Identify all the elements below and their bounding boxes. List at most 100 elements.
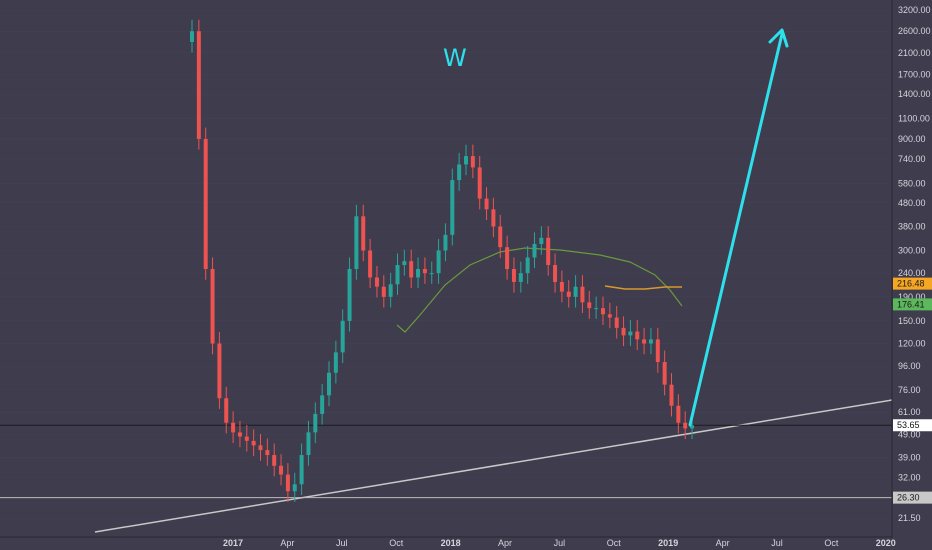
candle-body: [566, 291, 571, 297]
y-tick-label: 150.00: [898, 316, 926, 326]
candle-body: [210, 268, 215, 344]
projection-arrow-layer: [688, 28, 789, 427]
candle-body: [306, 432, 311, 456]
price-tag: [893, 298, 932, 311]
candle-body: [464, 156, 468, 165]
candle-body: [231, 422, 236, 433]
candle-body: [573, 286, 578, 297]
x-tick-label: Oct: [389, 538, 404, 548]
trendline: [94, 399, 893, 533]
candle-body: [648, 339, 653, 344]
candle-body: [272, 455, 277, 466]
candle-body: [285, 474, 290, 492]
y-tick-label: 120.00: [898, 339, 926, 349]
x-tick-label: Apr: [716, 538, 730, 548]
candle-body: [416, 268, 421, 278]
y-tick-label: 2600.00: [898, 26, 931, 36]
candle-body: [347, 268, 352, 321]
moving-average-green: [396, 247, 683, 333]
y-axis: 3200.00 2600.00 2100.00 1700.00 1400.00 1100.…: [891, 0, 931, 538]
projection-arrow: [688, 32, 784, 427]
y-tick-label: 900.00: [898, 134, 926, 144]
candle-body: [258, 445, 263, 451]
annotation-w: W: [443, 44, 467, 72]
price-tag-label: 53.65: [897, 420, 920, 430]
candle-body: [621, 327, 626, 336]
candle-body: [594, 308, 599, 310]
candle-body: [244, 436, 249, 441]
candle-body: [402, 261, 407, 266]
candle-body: [327, 372, 331, 396]
candle-body: [690, 425, 695, 429]
candle-body: [470, 156, 475, 168]
x-tick-label: Oct: [607, 538, 622, 548]
price-tag: [893, 491, 932, 504]
y-tick-label: 32.00: [898, 473, 921, 483]
candle-body: [669, 384, 674, 406]
horizontal-lines: [0, 424, 892, 499]
y-tick-label: 96.00: [898, 361, 921, 371]
candle-body: [635, 331, 640, 340]
candle-body: [203, 138, 208, 269]
candle-body: [237, 432, 242, 437]
candle-body: [361, 216, 366, 251]
price-tag-label: 176.41: [897, 299, 925, 309]
candle-body: [374, 277, 379, 287]
candle-body: [511, 268, 516, 282]
price-tag: [893, 419, 932, 432]
candle-body: [299, 455, 304, 485]
candle-body: [368, 250, 373, 278]
candle-body: [525, 257, 530, 274]
candle-body: [532, 243, 537, 258]
candle-body: [662, 362, 667, 385]
price-tag-label: 26.30: [897, 493, 920, 503]
candle-body: [381, 286, 386, 297]
candle-body: [450, 180, 455, 235]
y-tick-label: 61.00: [898, 407, 921, 417]
candle-body: [498, 226, 503, 248]
moving-average-orange: [604, 285, 682, 290]
y-tick-label: 1400.00: [898, 89, 931, 99]
x-tick-label: Apr: [498, 538, 512, 548]
candle-body: [484, 198, 489, 210]
candle-body: [683, 422, 688, 429]
y-tick-label: 240.00: [898, 268, 926, 278]
candle-body: [580, 286, 585, 303]
y-tick-label: 740.00: [898, 154, 926, 164]
candle-body: [491, 209, 496, 227]
candle-body: [190, 31, 194, 42]
candle-body: [559, 281, 564, 292]
projection-arrow-head: [768, 28, 789, 48]
candle-body: [553, 265, 558, 282]
y-tick-label: 21.50: [898, 513, 921, 523]
candle-body: [340, 320, 345, 353]
x-tick-label: Jul: [771, 538, 783, 548]
x-tick-label: 2018: [441, 538, 461, 548]
x-tick-label: Apr: [280, 538, 294, 548]
y-tick-label: 1100.00: [898, 114, 930, 124]
candle-body: [333, 352, 338, 373]
candle-body: [505, 247, 510, 269]
candle-body: [457, 164, 462, 181]
candle-body: [196, 31, 201, 139]
price-tag: [893, 277, 932, 290]
candle-body: [539, 237, 544, 244]
candle-body: [251, 440, 256, 446]
y-tick-label: 480.00: [898, 198, 926, 208]
x-tick-label: 2020: [876, 538, 896, 548]
candle-body: [354, 216, 359, 269]
y-tick-label: 380.00: [898, 221, 926, 231]
grid: [0, 9, 892, 519]
candle-body: [546, 237, 551, 266]
candle-body: [224, 398, 229, 423]
candle-body: [518, 273, 523, 282]
x-tick-label: Jul: [554, 538, 566, 548]
y-tick-label: 76.00: [898, 385, 921, 395]
y-tick-label: 1700.00: [898, 69, 931, 79]
x-tick-label: 2017: [223, 538, 243, 548]
y-tick-label: 2100.00: [898, 48, 931, 58]
candle-body: [217, 343, 222, 399]
y-tick-label: 580.00: [898, 179, 926, 189]
